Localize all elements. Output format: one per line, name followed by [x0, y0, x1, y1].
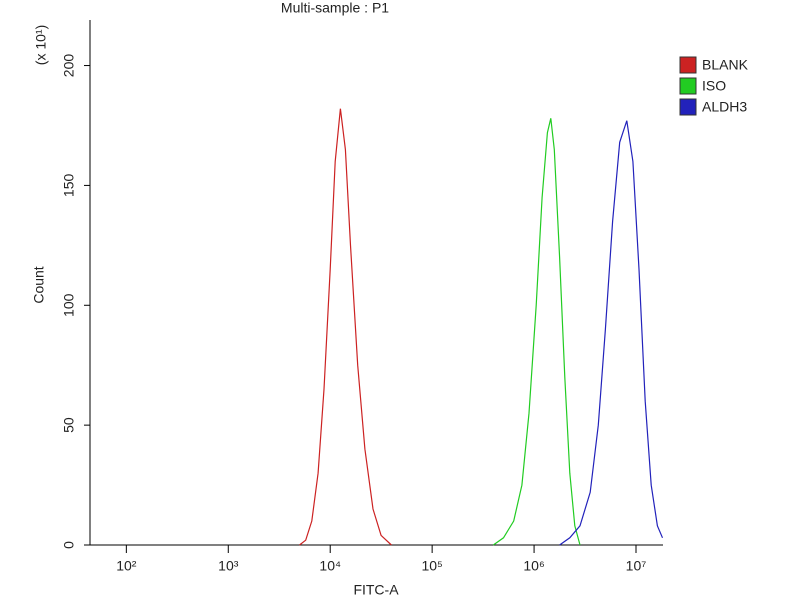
series-line — [299, 108, 392, 546]
x-axis-label: FITC-A — [353, 582, 399, 598]
x-tick-label: 10⁴ — [319, 558, 341, 574]
series-line — [492, 118, 581, 546]
y-tick-label: 200 — [61, 54, 77, 78]
legend-swatch — [679, 77, 697, 95]
x-tick-label: 10³ — [218, 558, 239, 574]
x-tick-label: 10⁵ — [421, 558, 442, 574]
x-tick-label: 10² — [116, 558, 137, 574]
y-tick-label: 0 — [61, 541, 77, 549]
x-tick-label: 10⁷ — [626, 558, 647, 574]
y-tick-label: 50 — [61, 417, 77, 433]
legend-label: ISO — [702, 78, 726, 94]
y-multiplier: (x 10¹) — [33, 25, 49, 65]
legend-label: BLANK — [702, 57, 749, 73]
y-tick-label: 150 — [61, 174, 77, 198]
series-line — [559, 120, 664, 546]
y-axis-label: Count — [31, 266, 47, 303]
legend-swatch — [679, 56, 697, 74]
legend-label: ALDH3 — [702, 99, 747, 115]
x-tick-label: 10⁶ — [523, 558, 544, 574]
y-tick-label: 100 — [61, 293, 77, 317]
chart-title: Multi-sample : P1 — [281, 0, 389, 16]
legend-swatch — [679, 98, 697, 116]
